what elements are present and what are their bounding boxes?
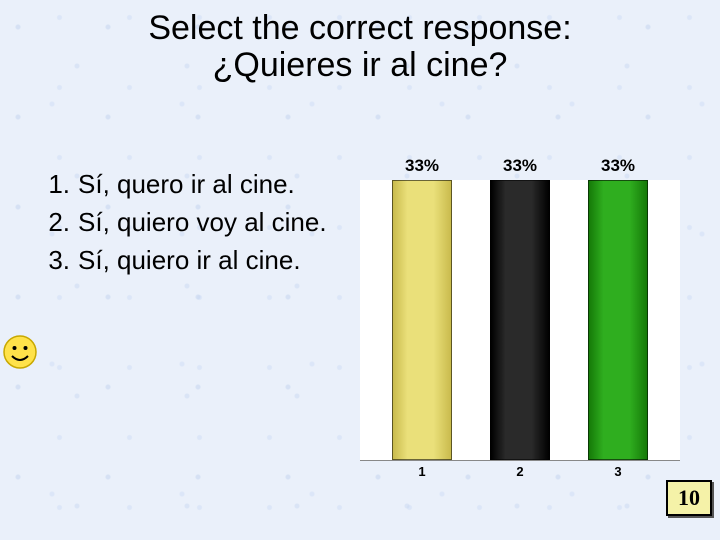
bar (392, 180, 452, 460)
bar-value-label: 33% (392, 156, 452, 176)
title-line-1: Select the correct response: (0, 10, 720, 47)
countdown-badge: 10 (666, 480, 712, 516)
option-number: 1. (40, 170, 78, 200)
title: Select the correct response: ¿Quieres ir… (0, 10, 720, 85)
bar-fill (490, 180, 550, 460)
smiley-icon (2, 334, 38, 370)
bar-category-label: 2 (490, 464, 550, 479)
smiley-face (4, 336, 36, 368)
option-2[interactable]: 2. Sí, quiero voy al cine. (40, 208, 340, 238)
bar-value-label: 33% (490, 156, 550, 176)
smiley-eye-right (24, 346, 28, 350)
response-chart: 33% 1 33% 2 33% 3 (360, 150, 680, 490)
bar-category-label: 1 (392, 464, 452, 479)
option-3[interactable]: 3. Sí, quiero ir al cine. (40, 246, 340, 276)
option-text: Sí, quero ir al cine. (78, 170, 295, 200)
bar-category-label: 3 (588, 464, 648, 479)
title-line-2: ¿Quieres ir al cine? (0, 47, 720, 84)
bar-fill (392, 180, 452, 460)
bar (588, 180, 648, 460)
countdown-value: 10 (678, 485, 700, 511)
option-number: 3. (40, 246, 78, 276)
option-text: Sí, quiero voy al cine. (78, 208, 327, 238)
smiley-eye-left (13, 346, 17, 350)
option-1[interactable]: 1. Sí, quero ir al cine. (40, 170, 340, 200)
bar-value-label: 33% (588, 156, 648, 176)
bar (490, 180, 550, 460)
bar-fill (588, 180, 648, 460)
answer-options: 1. Sí, quero ir al cine. 2. Sí, quiero v… (40, 170, 340, 284)
option-number: 2. (40, 208, 78, 238)
option-text: Sí, quiero ir al cine. (78, 246, 301, 276)
slide: Select the correct response: ¿Quieres ir… (0, 0, 720, 540)
